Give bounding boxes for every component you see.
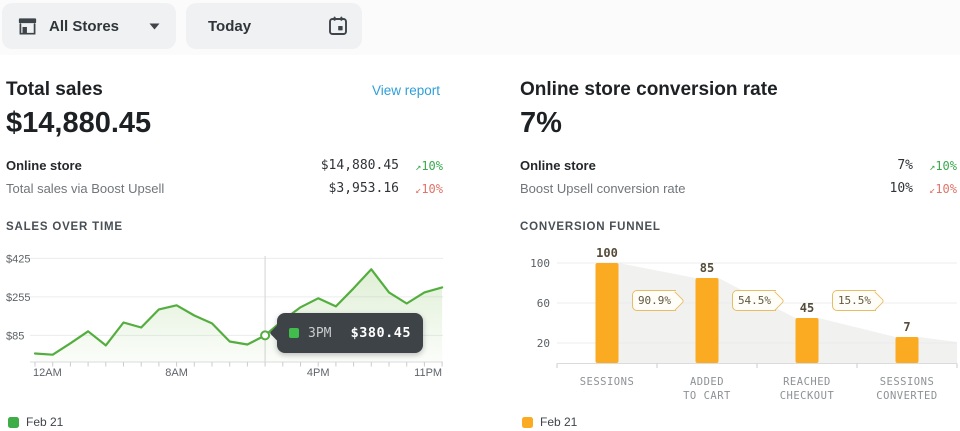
conversion-breakdown: Online store 7% ↗10% Boost Upsell conver… [520, 154, 957, 200]
store-selector-label: All Stores [49, 17, 120, 35]
svg-text:45: 45 [800, 301, 814, 315]
funnel-category-sessions: SESSIONS [579, 376, 635, 388]
metric-value: $3,953.16 [328, 181, 399, 196]
total-sales-breakdown: Online store $14,880.45 ↗10% Total sales… [6, 154, 443, 200]
chevron-down-icon [149, 23, 160, 30]
storefront-icon [16, 15, 39, 38]
metric-delta-up: ↗10% [929, 158, 957, 173]
view-report-link[interactable]: View report [371, 83, 440, 98]
conversion-badge-3: 15.5% [832, 290, 876, 311]
tooltip-value: $380.45 [350, 325, 411, 341]
svg-text:$425: $425 [6, 253, 30, 265]
conversion-funnel-header: CONVERSION FUNNEL [520, 221, 661, 233]
conversion-funnel-chart[interactable]: 100 60 20 100 85 45 7 [520, 245, 960, 375]
top-bar: All Stores Today [0, 0, 960, 55]
down-arrow-icon: ↙ [415, 184, 422, 196]
conversion-rate-title: Online store conversion rate [520, 79, 778, 100]
date-selector-label: Today [208, 17, 252, 35]
funnel-bar [895, 337, 919, 363]
svg-text:7: 7 [903, 320, 910, 334]
metric-delta-up: ↗10% [415, 158, 443, 173]
highlighted-point [260, 330, 271, 341]
legend-swatch-orange [522, 416, 533, 428]
funnel-bar [695, 278, 719, 363]
metric-value: 10% [889, 181, 913, 196]
metric-delta-down: ↙10% [929, 181, 957, 196]
svg-text:60: 60 [537, 297, 550, 310]
metric-value: 7% [897, 158, 913, 173]
svg-text:85: 85 [700, 261, 714, 275]
svg-text:$85: $85 [6, 330, 24, 342]
metric-label: Total sales via Boost Upsell [6, 181, 165, 196]
conversion-rate-value: 7% [520, 107, 562, 139]
metric-label: Online store [520, 158, 596, 173]
svg-text:4PM: 4PM [307, 367, 330, 379]
sales-legend: Feb 21 [8, 415, 63, 429]
metric-row-boost-upsell: Total sales via Boost Upsell $3,953.16 ↙… [6, 177, 443, 200]
conversion-badge-2: 54.5% [732, 290, 776, 311]
sales-line [33, 268, 444, 356]
up-arrow-icon: ↗ [929, 161, 936, 173]
svg-text:12AM: 12AM [33, 367, 62, 379]
svg-text:100: 100 [530, 257, 550, 270]
metric-label: Boost Upsell conversion rate [520, 181, 686, 196]
total-sales-value: $14,880.45 [6, 107, 152, 139]
funnel-category-sessions-converted: SESSIONS CONVERTED [876, 376, 938, 402]
calendar-icon [326, 14, 350, 38]
svg-text:100: 100 [596, 246, 618, 260]
up-arrow-icon: ↗ [415, 161, 422, 173]
chart-tooltip: 3PM $380.45 [277, 313, 423, 353]
svg-text:$255: $255 [6, 292, 30, 304]
tooltip-time: 3PM [308, 325, 332, 341]
funnel-category-added-to-cart: ADDED TO CART [683, 376, 731, 402]
funnel-bar [795, 318, 819, 363]
date-selector[interactable]: Today [186, 3, 362, 49]
svg-text:11PM: 11PM [414, 367, 442, 379]
metric-row-boost-upsell-cr: Boost Upsell conversion rate 10% ↙10% [520, 177, 957, 200]
funnel-category-reached-checkout: REACHED CHECKOUT [779, 376, 835, 402]
metric-value: $14,880.45 [320, 158, 399, 173]
conversion-badge-1: 90.9% [632, 290, 676, 311]
svg-text:20: 20 [537, 337, 550, 350]
legend-label: Feb 21 [540, 415, 578, 429]
metric-row-online-store-cr: Online store 7% ↗10% [520, 154, 957, 177]
legend-swatch-green [8, 416, 19, 428]
metric-row-online-store: Online store $14,880.45 ↗10% [6, 154, 443, 177]
funnel-bar [595, 263, 619, 363]
store-selector[interactable]: All Stores [2, 3, 176, 49]
tooltip-series-swatch [289, 328, 299, 338]
down-arrow-icon: ↙ [929, 184, 936, 196]
total-sales-title: Total sales [6, 79, 103, 100]
legend-label: Feb 21 [26, 415, 64, 429]
funnel-legend: Feb 21 [522, 415, 577, 429]
svg-text:8AM: 8AM [165, 367, 188, 379]
sales-over-time-header: SALES OVER TIME [6, 221, 123, 233]
metric-delta-down: ↙10% [415, 181, 443, 196]
metric-label: Online store [6, 158, 82, 173]
